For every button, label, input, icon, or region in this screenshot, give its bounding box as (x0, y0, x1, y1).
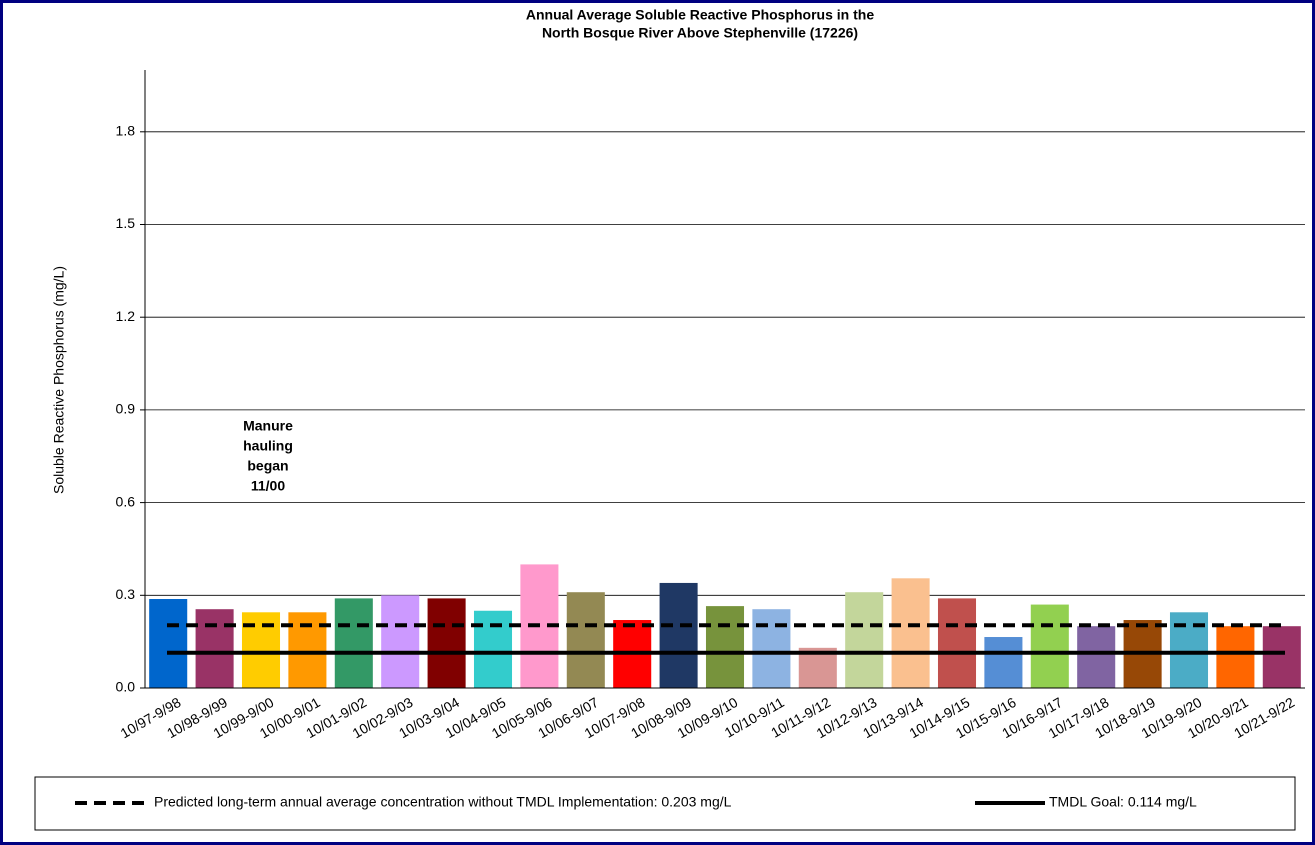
y-axis-title: Soluble Reactive Phosphorus (mg/L) (51, 266, 67, 494)
legend-label: Predicted long-term annual average conce… (154, 794, 732, 810)
chart-title: Annual Average Soluble Reactive Phosphor… (526, 7, 874, 23)
bar (149, 599, 188, 688)
bar (1216, 626, 1255, 688)
y-tick-label: 0.3 (116, 586, 136, 602)
y-tick-label: 0.6 (116, 493, 136, 509)
bar (473, 610, 513, 688)
chart-title: North Bosque River Above Stephenville (1… (542, 25, 858, 41)
bar (705, 606, 745, 688)
bar (659, 582, 698, 688)
annotation: hauling (243, 438, 293, 454)
bar (1030, 604, 1069, 688)
bar (381, 595, 420, 688)
bar (937, 598, 977, 688)
bar (845, 592, 884, 688)
annotation: 11/00 (251, 478, 285, 494)
bar (566, 592, 605, 688)
y-tick-label: 0.9 (116, 401, 136, 417)
y-tick-label: 1.5 (116, 215, 136, 231)
bar (752, 609, 791, 688)
bar (1077, 626, 1116, 688)
bar (427, 598, 466, 688)
legend-box (34, 776, 1296, 831)
bar (334, 598, 373, 688)
y-tick-label: 1.2 (116, 308, 136, 324)
annotation: Manure (243, 418, 293, 434)
bar (891, 578, 930, 688)
bar (1262, 626, 1301, 688)
bar (984, 637, 1023, 688)
bar (195, 609, 234, 688)
y-tick-label: 1.8 (116, 123, 136, 139)
annotation: began (247, 458, 288, 474)
y-tick-label: 0.0 (116, 679, 136, 695)
legend-label: TMDL Goal: 0.114 mg/L (1049, 794, 1197, 810)
